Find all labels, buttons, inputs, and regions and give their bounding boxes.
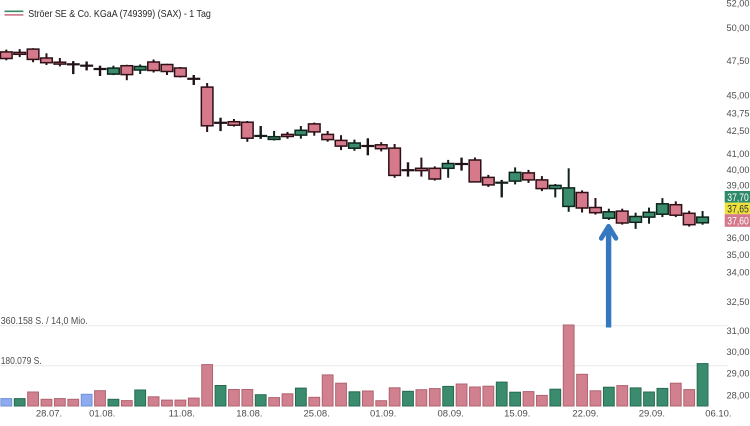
- svg-text:47,50: 47,50: [727, 56, 750, 66]
- svg-text:45,00: 45,00: [727, 90, 750, 100]
- svg-text:180.079 S.: 180.079 S.: [1, 356, 42, 367]
- svg-text:37,70: 37,70: [727, 192, 749, 204]
- svg-text:11.08.: 11.08.: [169, 409, 195, 420]
- svg-text:37,60: 37,60: [727, 216, 749, 228]
- svg-text:37,65: 37,65: [727, 204, 749, 216]
- svg-text:360.158 S. / 14,0 Mio.: 360.158 S. / 14,0 Mio.: [1, 316, 88, 327]
- svg-text:41,00: 41,00: [727, 149, 750, 159]
- svg-text:01.09.: 01.09.: [370, 409, 396, 420]
- svg-text:22.09.: 22.09.: [572, 409, 598, 420]
- svg-text:32,50: 32,50: [727, 297, 750, 307]
- svg-text:35,00: 35,00: [727, 250, 750, 260]
- svg-text:06.10.: 06.10.: [705, 409, 731, 420]
- svg-text:39,00: 39,00: [727, 181, 750, 191]
- svg-text:01.08.: 01.08.: [89, 409, 115, 420]
- svg-text:43,75: 43,75: [727, 108, 750, 118]
- svg-text:29.09.: 29.09.: [639, 409, 665, 420]
- svg-text:34,00: 34,00: [727, 268, 750, 278]
- svg-text:42,50: 42,50: [727, 126, 750, 136]
- svg-text:18.08.: 18.08.: [236, 409, 262, 420]
- svg-text:15.09.: 15.09.: [504, 409, 530, 420]
- svg-text:28,00: 28,00: [727, 390, 750, 400]
- svg-text:40,00: 40,00: [727, 165, 750, 175]
- svg-text:08.09.: 08.09.: [438, 409, 464, 420]
- svg-text:25.08.: 25.08.: [303, 409, 329, 420]
- svg-text:29,00: 29,00: [727, 368, 750, 378]
- svg-text:52,00: 52,00: [727, 0, 750, 9]
- svg-text:36,00: 36,00: [727, 233, 750, 243]
- svg-text:30,00: 30,00: [727, 347, 750, 357]
- svg-text:31,00: 31,00: [727, 326, 750, 336]
- svg-text:50,00: 50,00: [727, 23, 750, 33]
- svg-text:28.07.: 28.07.: [36, 409, 62, 420]
- svg-text:Ströer SE & Co. KGaA (749399): Ströer SE & Co. KGaA (749399) (SAX) - 1 …: [28, 9, 211, 20]
